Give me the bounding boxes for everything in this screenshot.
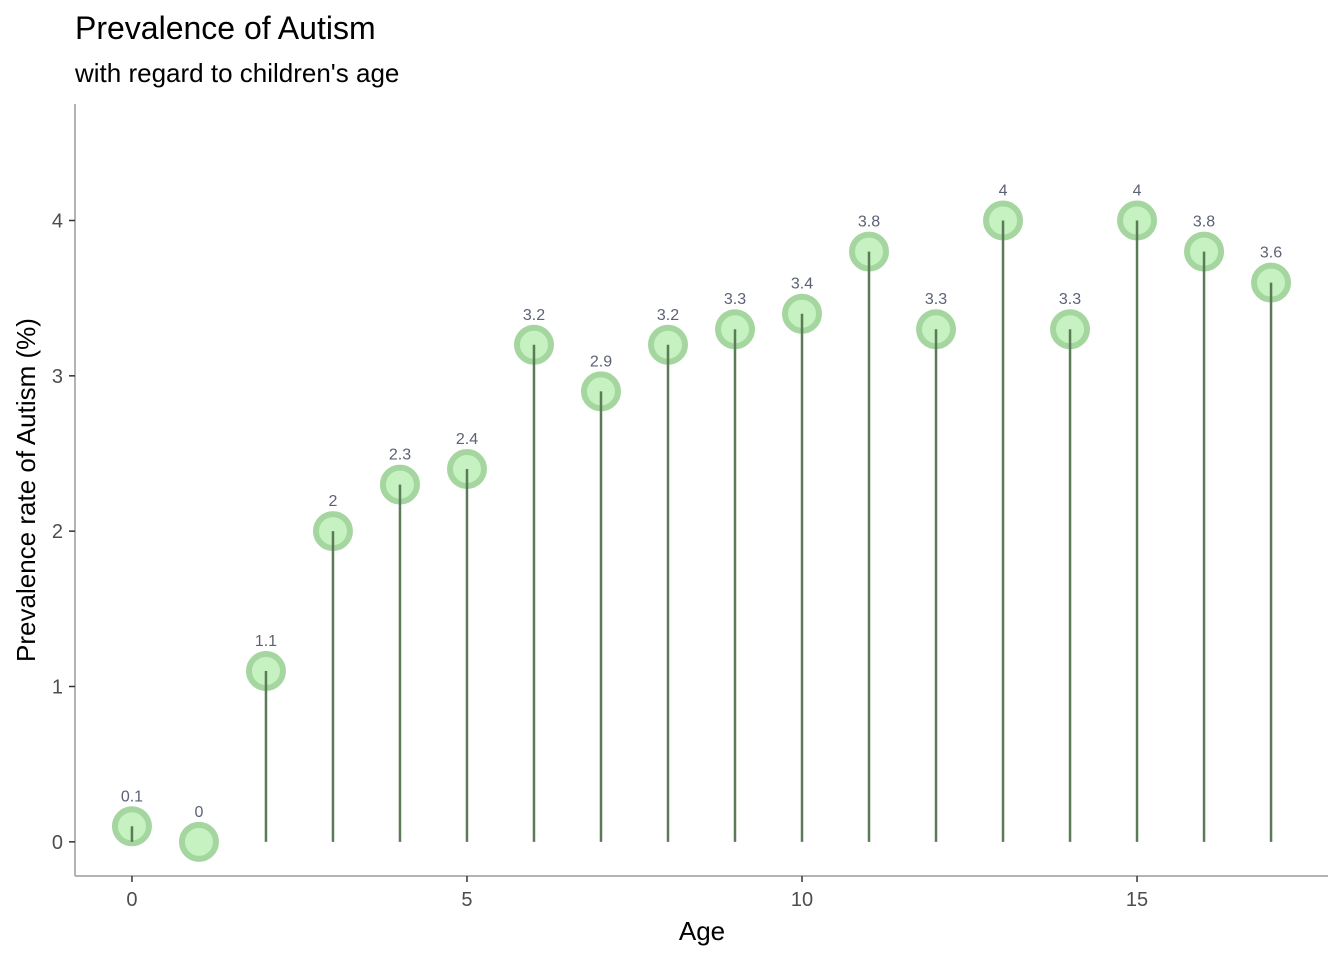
data-label: 2.4	[456, 431, 478, 448]
data-label: 2	[329, 493, 338, 510]
data-label: 2.9	[590, 353, 612, 370]
y-axis-title: Prevalence rate of Autism (%)	[11, 318, 41, 662]
x-tick-label: 0	[126, 889, 137, 911]
y-axis-ticks: 0 1 2 3 4	[52, 210, 75, 854]
y-tick-label: 4	[52, 210, 63, 232]
lollipop-points	[111, 200, 1292, 862]
x-tick-label: 15	[1126, 889, 1148, 911]
data-label: 3.4	[791, 276, 813, 293]
data-label: 3.3	[925, 291, 947, 308]
data-label: 4	[999, 182, 1008, 199]
data-label: 3.6	[1260, 245, 1282, 262]
data-label: 3.8	[1193, 214, 1215, 231]
data-label: 4	[1133, 182, 1142, 199]
y-tick-label: 2	[52, 521, 63, 543]
data-label: 3.3	[1059, 291, 1081, 308]
data-labels: 0.1 0 1.1 2 2.3 2.4 3.2 2.9 3.2 3.3 3.4 3.8 3.3 4 3.3 4…	[121, 182, 1282, 820]
data-label: 0.1	[121, 788, 143, 805]
x-tick-label: 5	[461, 889, 472, 911]
data-label: 2.3	[389, 447, 411, 464]
data-label: 3.2	[523, 307, 545, 324]
data-label: 1.1	[255, 633, 277, 650]
lollipop-stems	[130, 220, 1273, 842]
x-axis-title: Age	[679, 916, 725, 946]
y-tick-label: 0	[52, 832, 63, 854]
y-tick-label: 1	[52, 676, 63, 698]
chart-subtitle: with regard to children's age	[74, 58, 399, 88]
x-axis-ticks: 0 5 10 15	[126, 876, 1148, 911]
data-label: 3.2	[657, 307, 679, 324]
data-label: 3.8	[858, 214, 880, 231]
data-label: 3.3	[724, 291, 746, 308]
y-tick-label: 3	[52, 366, 63, 388]
data-point	[178, 821, 219, 862]
x-tick-label: 10	[791, 889, 813, 911]
data-label: 0	[195, 804, 204, 821]
chart-title: Prevalence of Autism	[75, 10, 376, 46]
